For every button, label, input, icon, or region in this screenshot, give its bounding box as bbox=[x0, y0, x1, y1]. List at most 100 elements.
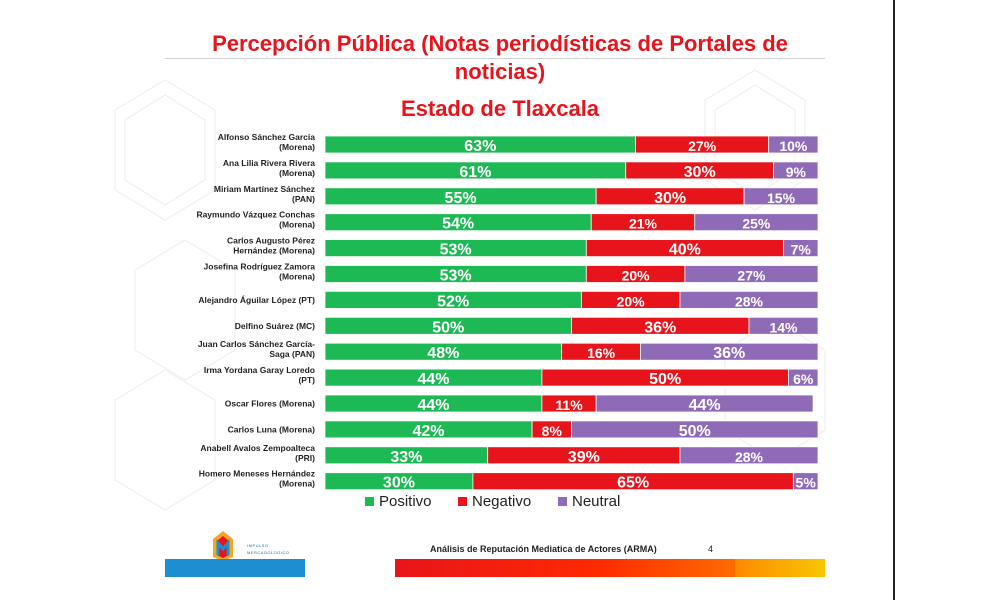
chart-subtitle: Estado de Tlaxcala bbox=[400, 96, 600, 121]
footer-bar-blue bbox=[165, 559, 305, 577]
bar-neutral bbox=[743, 187, 819, 206]
data-label-positivo: 33% bbox=[390, 449, 422, 466]
data-label-neutral: 27% bbox=[737, 268, 766, 284]
data-label-negativo: 11% bbox=[555, 397, 583, 413]
category-label: Juan Carlos Sánchez García- bbox=[198, 339, 315, 349]
category-label: Hernández (Morena) bbox=[233, 246, 315, 256]
category-label: Miriam Martínez Sánchez bbox=[214, 184, 315, 194]
data-label-negativo: 50% bbox=[649, 371, 681, 388]
data-label-positivo: 52% bbox=[437, 293, 469, 310]
category-label: (PRI) bbox=[295, 453, 315, 463]
footer-bar-red bbox=[395, 559, 735, 577]
data-label-neutral: 6% bbox=[793, 371, 814, 387]
data-label-neutral: 7% bbox=[791, 242, 812, 258]
bar-neutral bbox=[694, 213, 819, 232]
bar-neutral bbox=[748, 316, 819, 335]
bar-neutral bbox=[595, 394, 814, 413]
category-label: (Morena) bbox=[279, 220, 315, 230]
bar-neutral bbox=[684, 265, 819, 283]
category-label: (Morena) bbox=[279, 479, 315, 489]
data-label-neutral: 5% bbox=[796, 475, 817, 491]
bar-neutral bbox=[788, 368, 819, 387]
data-label-negativo: 30% bbox=[684, 164, 716, 181]
legend-swatch-neutral bbox=[558, 497, 567, 506]
category-label: Delfino Suárez (MC) bbox=[235, 321, 315, 331]
data-label-positivo: 63% bbox=[464, 138, 496, 155]
bar-neutral bbox=[679, 446, 819, 465]
legend-swatch-negativo bbox=[458, 497, 467, 506]
data-label-negativo: 36% bbox=[644, 319, 676, 336]
data-label-positivo: 61% bbox=[459, 164, 491, 181]
category-label: Oscar Flores (Morena) bbox=[225, 399, 315, 409]
bar-neutral bbox=[792, 472, 819, 491]
page-border-line bbox=[893, 0, 895, 600]
logo-text-line1: IMPULSO bbox=[247, 543, 269, 548]
data-label-neutral: 14% bbox=[769, 319, 798, 335]
category-label: Irma Yordana Garay Loredo bbox=[204, 365, 315, 375]
data-label-neutral: 28% bbox=[735, 293, 764, 309]
data-label-neutral: 15% bbox=[767, 190, 796, 206]
bar-neutral bbox=[773, 161, 819, 180]
category-label: Saga (PAN) bbox=[269, 349, 315, 359]
company-logo bbox=[213, 531, 233, 561]
category-label: (Morena) bbox=[279, 168, 315, 178]
category-label: (Morena) bbox=[279, 142, 315, 152]
legend-label-negativo: Negativo bbox=[472, 493, 531, 510]
bar-neutral bbox=[640, 342, 819, 361]
data-label-positivo: 55% bbox=[445, 190, 477, 207]
data-label-positivo: 50% bbox=[432, 319, 464, 336]
data-label-positivo: 30% bbox=[383, 475, 415, 492]
category-label: (PT) bbox=[298, 375, 315, 385]
data-label-neutral: 25% bbox=[742, 216, 771, 232]
data-label-neutral: 44% bbox=[689, 397, 721, 414]
category-label: Homero Meneses Hernández bbox=[199, 469, 315, 479]
data-label-neutral: 28% bbox=[735, 449, 764, 465]
footer-bar-yellow bbox=[735, 559, 825, 577]
data-label-positivo: 44% bbox=[417, 371, 449, 388]
category-label: Carlos Augusto Pérez bbox=[227, 236, 315, 246]
data-label-negativo: 40% bbox=[669, 242, 701, 259]
category-label: Alfonso Sánchez García bbox=[218, 132, 316, 142]
data-label-positivo: 42% bbox=[413, 423, 445, 440]
legend-label-positivo: Positivo bbox=[379, 493, 432, 510]
data-label-positivo: 53% bbox=[440, 242, 472, 259]
data-label-positivo: 48% bbox=[427, 345, 459, 362]
data-label-negativo: 8% bbox=[542, 423, 563, 439]
category-label: Anabell Avalos Zempoalteca bbox=[200, 443, 315, 453]
data-label-positivo: 44% bbox=[417, 397, 449, 414]
category-label: Raymundo Vázquez Conchas bbox=[196, 210, 315, 220]
data-label-positivo: 53% bbox=[440, 268, 472, 285]
data-label-negativo: 21% bbox=[629, 216, 658, 232]
data-label-negativo: 30% bbox=[654, 190, 686, 207]
data-label-negativo: 20% bbox=[617, 293, 646, 309]
title-rule bbox=[165, 58, 825, 59]
chart-title: Percepción Pública (Notas periodísticas … bbox=[212, 31, 788, 56]
category-label: Alejandro Águilar López (PT) bbox=[198, 295, 315, 305]
bar-neutral bbox=[783, 239, 819, 258]
data-label-negativo: 39% bbox=[568, 449, 600, 466]
data-label-negativo: 20% bbox=[622, 268, 651, 284]
data-label-neutral: 10% bbox=[779, 138, 808, 154]
data-label-negativo: 27% bbox=[688, 138, 717, 154]
data-label-neutral: 9% bbox=[786, 164, 807, 180]
bar-neutral bbox=[679, 290, 819, 309]
logo-text-line2: MERCADOLOGICO bbox=[247, 550, 290, 555]
chart-title-line2: noticias) bbox=[454, 59, 546, 84]
data-label-positivo: 54% bbox=[442, 216, 474, 233]
data-label-neutral: 50% bbox=[679, 423, 711, 440]
bar-neutral bbox=[571, 420, 819, 439]
category-label: (PAN) bbox=[292, 194, 315, 204]
category-label: (Morena) bbox=[279, 272, 315, 282]
data-label-negativo: 65% bbox=[617, 475, 649, 492]
footer-report-title: Análisis de Reputación Mediatica de Acto… bbox=[430, 544, 657, 554]
bar-neutral bbox=[768, 135, 819, 154]
page-number: 4 bbox=[708, 544, 714, 554]
category-label: Carlos Luna (Morena) bbox=[228, 424, 316, 434]
data-label-negativo: 16% bbox=[587, 345, 616, 361]
category-label: Ana Lilia Rivera Rivera bbox=[223, 158, 315, 168]
legend-label-neutral: Neutral bbox=[572, 493, 620, 510]
legend-swatch-positivo bbox=[365, 497, 374, 506]
category-label: Josefina Rodríguez Zamora bbox=[204, 262, 316, 272]
data-label-neutral: 36% bbox=[713, 345, 745, 362]
